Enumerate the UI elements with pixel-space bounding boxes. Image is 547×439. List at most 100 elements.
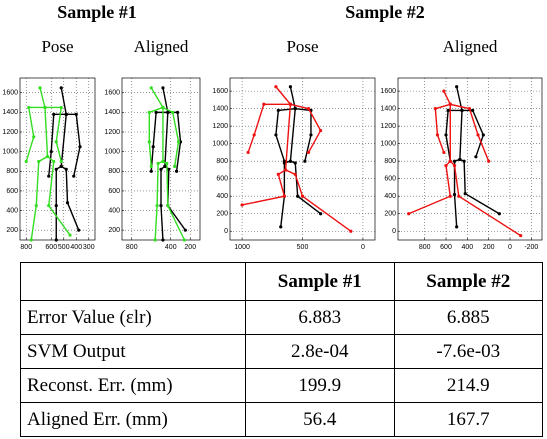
- y-tick-label: 1000: [2, 148, 18, 155]
- joint: [166, 110, 170, 114]
- joint: [497, 212, 501, 216]
- y-tick-label: 1600: [380, 88, 396, 95]
- joint: [159, 167, 163, 171]
- row-label: Error Value (εlr): [20, 300, 246, 335]
- joint: [462, 159, 466, 163]
- skeleton-line: [47, 155, 71, 236]
- cell: 2.8e-04: [245, 334, 395, 369]
- joint: [34, 204, 38, 208]
- joint: [167, 167, 171, 171]
- y-tick-label: 200: [108, 227, 120, 234]
- y-tick-label: 600: [216, 176, 228, 183]
- joint: [147, 140, 151, 144]
- y-tick-label: 800: [108, 168, 120, 175]
- cell: 214.9: [393, 368, 543, 403]
- y-tick-label: 1200: [380, 123, 396, 130]
- joint: [274, 85, 278, 89]
- skeleton-line: [450, 103, 490, 162]
- plot-frame: [397, 77, 543, 241]
- joint: [293, 172, 297, 176]
- joint: [163, 164, 167, 168]
- skeleton-line: [453, 86, 463, 227]
- x-tick-label: 800: [126, 244, 138, 251]
- x-tick-label: 200: [184, 244, 196, 251]
- skeleton-line: [290, 103, 322, 153]
- joint: [306, 150, 311, 155]
- joint: [282, 194, 286, 198]
- joint: [159, 204, 163, 208]
- y-tick-label: 1600: [104, 90, 120, 97]
- joint: [487, 159, 491, 163]
- joint: [252, 133, 256, 137]
- skeleton-line: [445, 109, 462, 162]
- joint: [45, 154, 50, 159]
- cell: -7.6e-03: [393, 334, 543, 369]
- joint: [433, 107, 437, 111]
- x-tick-label: 1000: [234, 244, 250, 251]
- joint: [64, 167, 68, 171]
- row: Aligned Err. (mm) 56.4 167.7: [20, 402, 543, 437]
- joint: [442, 150, 446, 155]
- y-tick-label: 0: [224, 228, 228, 235]
- plot-title: Aligned: [443, 37, 498, 56]
- skeleton-line: [30, 87, 49, 241]
- cell: 56.4: [245, 402, 395, 437]
- joint: [463, 191, 467, 196]
- skeleton-line: [66, 113, 81, 177]
- column-header: Sample #2: [393, 262, 543, 301]
- joint: [276, 172, 280, 176]
- joint: [293, 161, 297, 165]
- skeleton-line: [241, 86, 292, 206]
- joint: [444, 133, 448, 137]
- skeleton-line: [285, 169, 352, 232]
- joint: [446, 108, 450, 112]
- joint: [49, 150, 53, 154]
- joint: [274, 133, 278, 137]
- x-tick-label: 500: [58, 244, 70, 251]
- joint: [452, 192, 457, 197]
- joint: [455, 225, 459, 229]
- joint: [72, 174, 76, 178]
- x-tick-label: 800: [20, 244, 32, 251]
- joint: [161, 159, 165, 164]
- joint: [59, 105, 63, 110]
- skeleton-line: [45, 106, 63, 162]
- figure: Sample #1 Sample #2 Pose 200 400 600 800 1000…: [2, 2, 543, 251]
- skeleton-line: [462, 109, 485, 158]
- joint: [182, 238, 186, 242]
- joint: [54, 238, 58, 242]
- x-tick-label: 800: [419, 244, 431, 251]
- joint: [296, 194, 300, 198]
- cell: 199.9: [245, 368, 395, 403]
- joint: [448, 194, 452, 198]
- joint: [288, 85, 293, 89]
- joint: [442, 89, 446, 93]
- y-tick-label: 200: [384, 211, 396, 218]
- y-tick-label: 1400: [104, 109, 120, 116]
- joint: [448, 102, 452, 106]
- x-tick-label: 200: [483, 244, 495, 251]
- skeleton-line: [459, 158, 500, 215]
- plot-title: Pose: [41, 37, 73, 56]
- skeleton-line: [295, 107, 312, 162]
- joint: [279, 225, 283, 229]
- joint: [155, 204, 159, 208]
- joint: [282, 159, 286, 163]
- x-tick-label: 0: [361, 244, 365, 251]
- plot-title: Aligned: [134, 37, 189, 56]
- joint: [54, 167, 58, 171]
- y-tick-label: 1600: [2, 90, 18, 97]
- joint: [153, 238, 157, 242]
- x-tick-label: 500: [297, 244, 309, 251]
- joint: [68, 233, 72, 237]
- joint: [467, 107, 472, 111]
- joint: [161, 238, 165, 242]
- skeleton-line: [449, 160, 522, 237]
- joint: [300, 194, 305, 198]
- skeleton-line: [150, 111, 168, 172]
- joint: [519, 234, 523, 238]
- joint: [288, 159, 293, 163]
- column-header: Sample #1: [245, 262, 395, 301]
- y-tick-label: 1400: [2, 109, 18, 116]
- joint: [78, 145, 82, 149]
